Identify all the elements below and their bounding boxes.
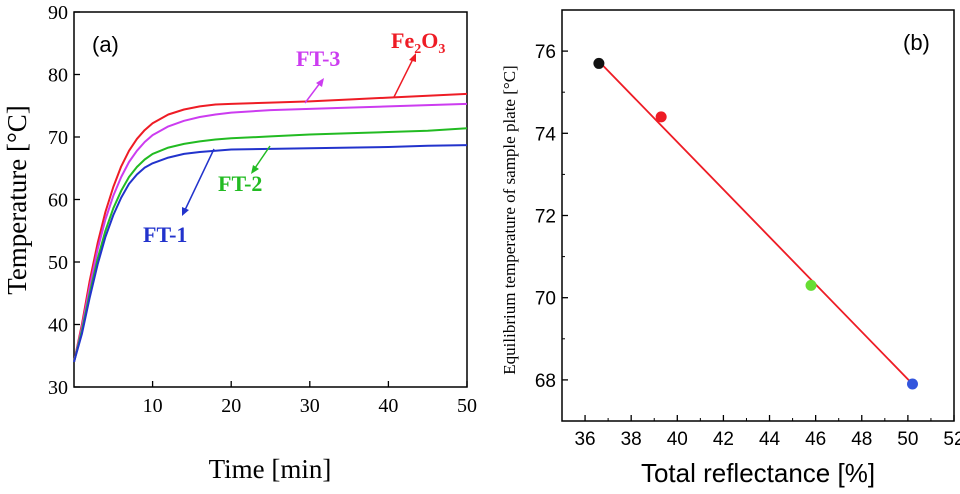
panel-b-points <box>593 57 918 390</box>
series-line-fe2o3 <box>73 92 468 363</box>
x-tick-label: 44 <box>759 429 781 450</box>
x-tick-label: 52 <box>943 429 960 450</box>
annotation-arrow-ft2 <box>251 145 271 174</box>
x-tick-label: 10 <box>143 395 163 417</box>
y-tick-label: 70 <box>48 127 68 149</box>
panel-a-label: (a) <box>92 32 119 57</box>
y-tick-label: 76 <box>535 42 556 63</box>
series-label-fe2o3: Fe2O3 <box>391 28 445 57</box>
y-tick-label: 74 <box>535 124 557 145</box>
x-tick-label: 42 <box>713 429 734 450</box>
panel-b-fit-line <box>598 60 914 385</box>
y-tick-label: 40 <box>48 315 68 337</box>
series-line-ft-2 <box>73 127 468 363</box>
y-tick-label: 80 <box>48 65 68 87</box>
data-point <box>906 378 918 390</box>
x-tick-label: 20 <box>221 395 241 417</box>
data-point <box>655 111 667 123</box>
x-tick-label: 50 <box>457 395 477 417</box>
panel-a-series <box>73 92 468 363</box>
x-tick-label: 50 <box>897 429 918 450</box>
y-tick-label: 72 <box>535 207 556 228</box>
panel-b: 36 38 40 42 44 46 48 50 52 68 70 72 74 76 (b) Total r… <box>500 9 960 488</box>
series-line-ft-3 <box>73 102 468 363</box>
linear-fit-line <box>598 60 914 385</box>
data-point <box>593 57 605 69</box>
y-tick-label: 60 <box>48 190 68 212</box>
x-tick-label: 38 <box>621 429 642 450</box>
x-tick-label: 30 <box>300 395 320 417</box>
panel-a-y-axis-label: Temperature [°C] <box>2 105 32 295</box>
x-tick-label: 40 <box>667 429 688 450</box>
data-point <box>805 279 817 291</box>
panel-a-x-axis-label: Time [min] <box>209 454 332 484</box>
series-label-ft1: FT-1 <box>143 222 187 247</box>
panel-b-frame <box>561 9 955 422</box>
panel-b-ticks: 36 38 40 42 44 46 48 50 52 68 70 72 74 76 <box>535 9 960 450</box>
x-tick-label: 36 <box>574 429 595 450</box>
panel-b-label: (b) <box>903 30 930 55</box>
y-tick-label: 68 <box>535 371 556 392</box>
y-tick-label: 50 <box>48 252 68 274</box>
series-line-ft-1 <box>73 144 468 363</box>
x-tick-label: 48 <box>851 429 872 450</box>
annotation-arrow-ft3 <box>304 78 324 104</box>
series-label-ft3: FT-3 <box>296 46 340 71</box>
y-tick-label: 30 <box>48 377 68 399</box>
y-tick-label: 90 <box>48 2 68 24</box>
y-tick-label: 70 <box>535 289 556 310</box>
panel-b-x-axis-label: Total reflectance [%] <box>641 458 875 488</box>
series-label-ft2: FT-2 <box>218 171 262 196</box>
x-tick-label: 40 <box>378 395 398 417</box>
annotation-arrow-ft1 <box>182 148 215 216</box>
panel-a-ticks: 10 20 30 40 50 30 40 50 60 70 80 90 <box>48 2 477 417</box>
annotation-arrow-fe2o3 <box>393 53 416 98</box>
panel-b-y-axis-label: Equilibrium temperature of sample plate … <box>500 65 519 374</box>
x-tick-label: 46 <box>805 429 826 450</box>
